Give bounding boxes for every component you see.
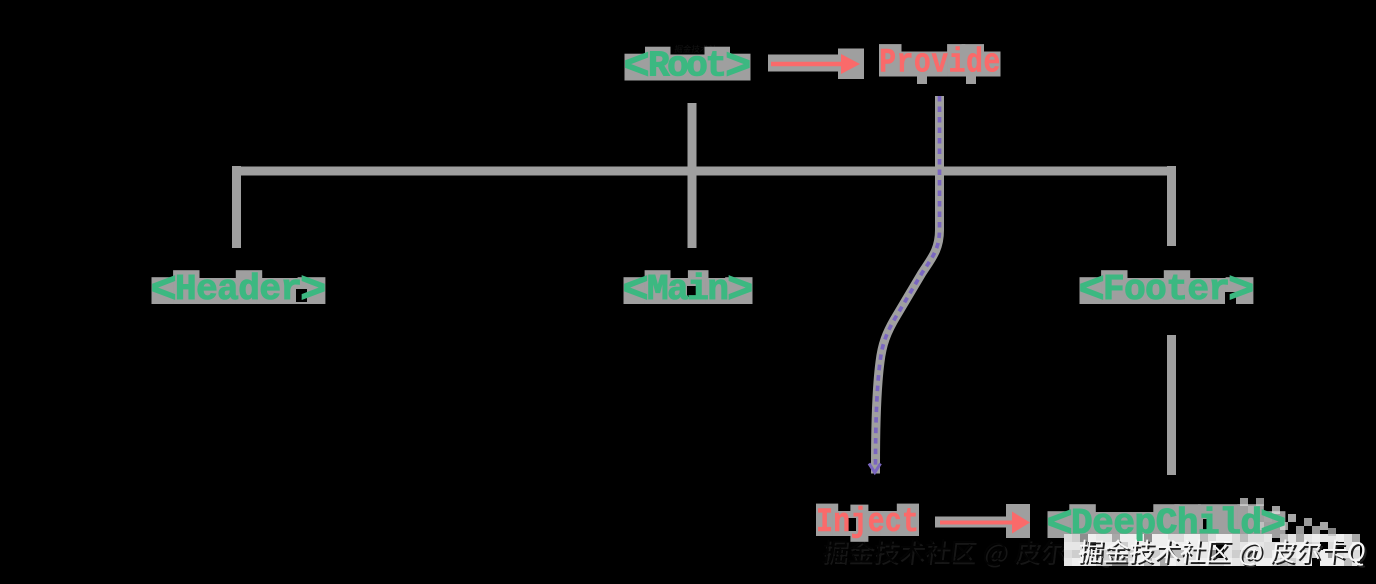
svg-text:DeepChild: DeepChild — [1071, 503, 1262, 544]
svg-text:Provide: Provide — [879, 44, 1000, 82]
svg-text:>: > — [300, 266, 326, 316]
svg-text:>: > — [725, 43, 751, 93]
svg-text:<: < — [151, 266, 177, 316]
svg-text:Header: Header — [175, 269, 302, 310]
svg-text:Main: Main — [647, 269, 729, 310]
svg-text:<: < — [1079, 266, 1105, 316]
svg-text:Footer: Footer — [1103, 269, 1230, 310]
svg-text:>: > — [727, 266, 753, 316]
svg-text:<: < — [624, 43, 650, 93]
svg-text:<: < — [1047, 500, 1073, 550]
svg-text:>: > — [1260, 500, 1286, 550]
svg-text:Root: Root — [648, 46, 727, 87]
svg-text:Inject: Inject — [816, 504, 918, 542]
svg-text:<: < — [623, 266, 649, 316]
svg-text:>: > — [1228, 266, 1254, 316]
